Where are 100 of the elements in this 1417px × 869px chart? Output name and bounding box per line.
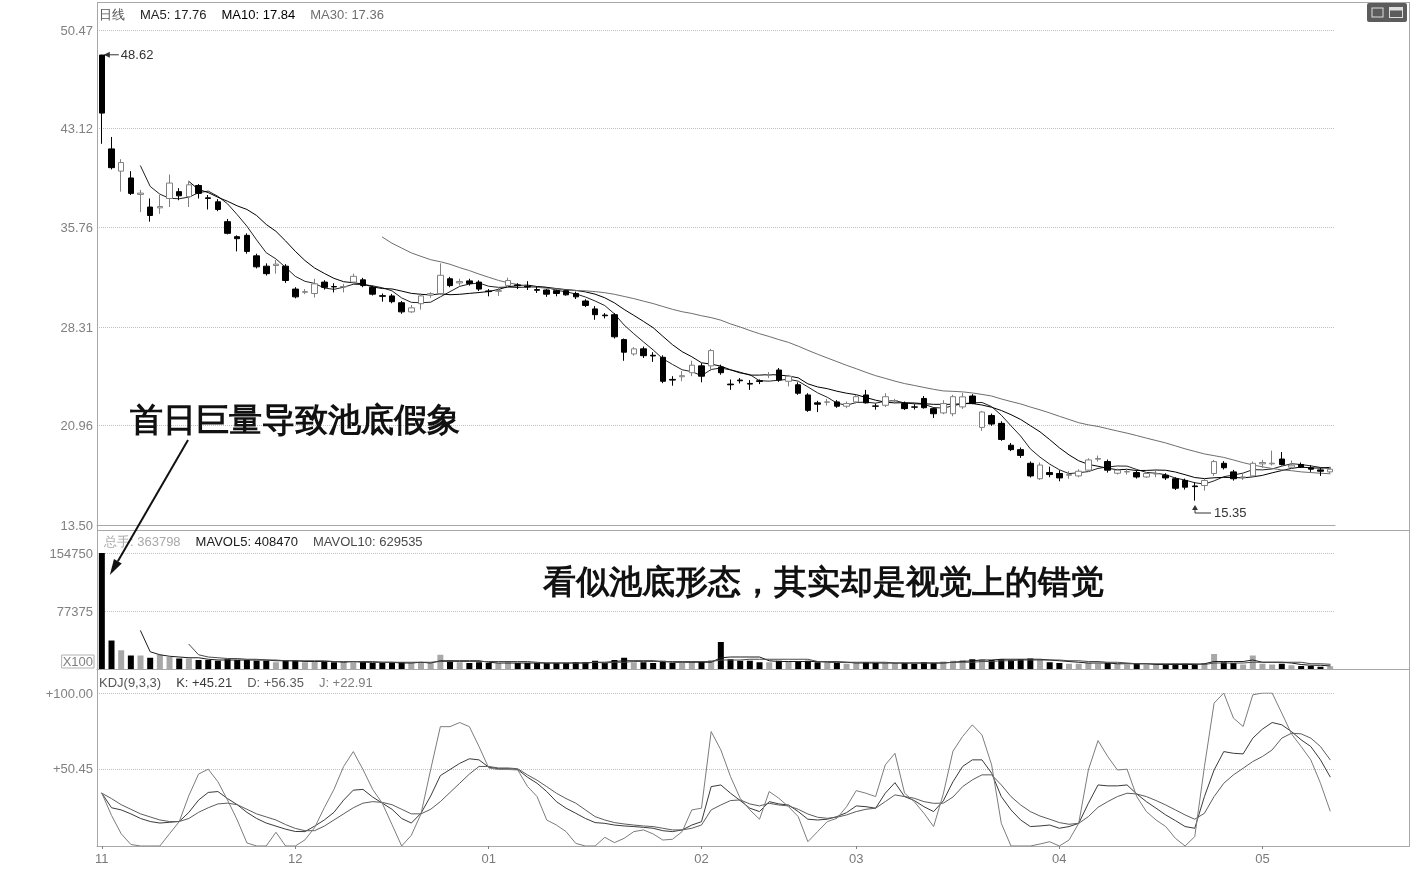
candlestick [1192, 481, 1198, 502]
candlestick [1075, 468, 1082, 478]
bar [1307, 666, 1314, 669]
bar [253, 660, 260, 669]
candlestick [776, 367, 782, 383]
candlestick [1327, 466, 1333, 474]
candlestick [1153, 469, 1159, 478]
candlestick [534, 286, 540, 294]
candlestick [379, 293, 386, 303]
candlestick [282, 263, 289, 284]
bar [456, 662, 463, 669]
candlestick [824, 398, 830, 407]
candlestick [1259, 459, 1266, 469]
candlestick [389, 293, 395, 304]
candlestick [340, 283, 347, 293]
candlestick [1182, 478, 1188, 491]
candlestick [1046, 466, 1053, 478]
candlestick [495, 286, 502, 297]
y-tick-label: 154750 [49, 545, 93, 561]
y-tick-label: 43.12 [60, 121, 93, 137]
candlestick [1288, 460, 1295, 470]
candlestick [969, 393, 976, 405]
candlestick [1114, 468, 1121, 476]
candlestick [234, 234, 240, 252]
candlestick [485, 288, 492, 297]
candlestick [1298, 462, 1304, 469]
x-tick-label: 05 [1255, 851, 1270, 866]
text: D: +56.35 [247, 675, 304, 690]
annotation: 首日巨量导致池底假象 [130, 402, 460, 438]
bar [156, 654, 163, 669]
candlestick [118, 158, 124, 193]
text: MAVOL5: 408470 [195, 534, 298, 549]
bar [369, 663, 376, 669]
bar [1133, 663, 1140, 669]
candlestick [640, 346, 647, 359]
candlestick [360, 277, 366, 288]
candlestick [456, 278, 463, 287]
bar [205, 660, 212, 669]
candlestick [1143, 471, 1150, 479]
bar [1317, 666, 1324, 669]
bar [147, 657, 154, 669]
candlestick [988, 413, 995, 427]
candlestick [621, 338, 627, 362]
candlestick [369, 285, 376, 297]
x-tick-label: 11 [95, 851, 109, 866]
bar [679, 663, 686, 669]
candlestick [466, 278, 473, 287]
candlestick [157, 194, 163, 215]
bar [814, 662, 821, 669]
text: J: +22.91 [318, 675, 373, 690]
candlestick [834, 399, 840, 409]
candlestick [514, 282, 521, 290]
candlestick [128, 170, 134, 196]
bar [669, 663, 676, 669]
chart-title: KDJ(9,3,3) [99, 675, 162, 690]
candlestick [766, 371, 772, 379]
bar [263, 660, 270, 669]
bar [195, 660, 202, 669]
bar [185, 658, 192, 669]
bar [1066, 663, 1073, 669]
candlestick [553, 289, 560, 297]
candlestick [137, 189, 144, 213]
candlestick [437, 262, 444, 296]
y-axis-title: X100 [62, 654, 93, 669]
candlestick [1269, 450, 1275, 466]
bar [118, 650, 125, 669]
candlestick [1317, 467, 1324, 477]
candlestick [573, 291, 579, 300]
candlestick [108, 136, 115, 170]
candlestick [727, 379, 734, 391]
line-series [101, 692, 1331, 847]
bar [1046, 662, 1053, 669]
bar [1095, 663, 1102, 669]
candlestick [1201, 478, 1208, 492]
bar [330, 662, 337, 669]
bar [843, 663, 850, 669]
bar [756, 662, 763, 669]
candlestick [892, 398, 898, 405]
x-tick-label: 03 [849, 851, 864, 866]
candlestick [1172, 476, 1179, 491]
candlestick [205, 194, 211, 210]
candlestick [602, 312, 608, 319]
candlestick [215, 198, 221, 212]
candlestick [302, 288, 308, 295]
annotation: 48.62 [120, 47, 154, 63]
candlestick [950, 394, 956, 417]
bar [1075, 663, 1082, 669]
candlestick [930, 407, 937, 419]
candlestick [718, 364, 724, 376]
bar [1259, 663, 1266, 669]
y-tick-label: 20.96 [60, 418, 93, 434]
candlestick [427, 291, 434, 299]
candlestick [505, 277, 511, 288]
candlestick [224, 218, 231, 235]
candlestick [1221, 460, 1227, 470]
candlestick [292, 286, 299, 299]
candlestick [1308, 464, 1314, 473]
text: MA10: 17.84 [221, 7, 296, 22]
y-tick-label: +100.00 [45, 685, 93, 701]
bar [166, 657, 173, 669]
